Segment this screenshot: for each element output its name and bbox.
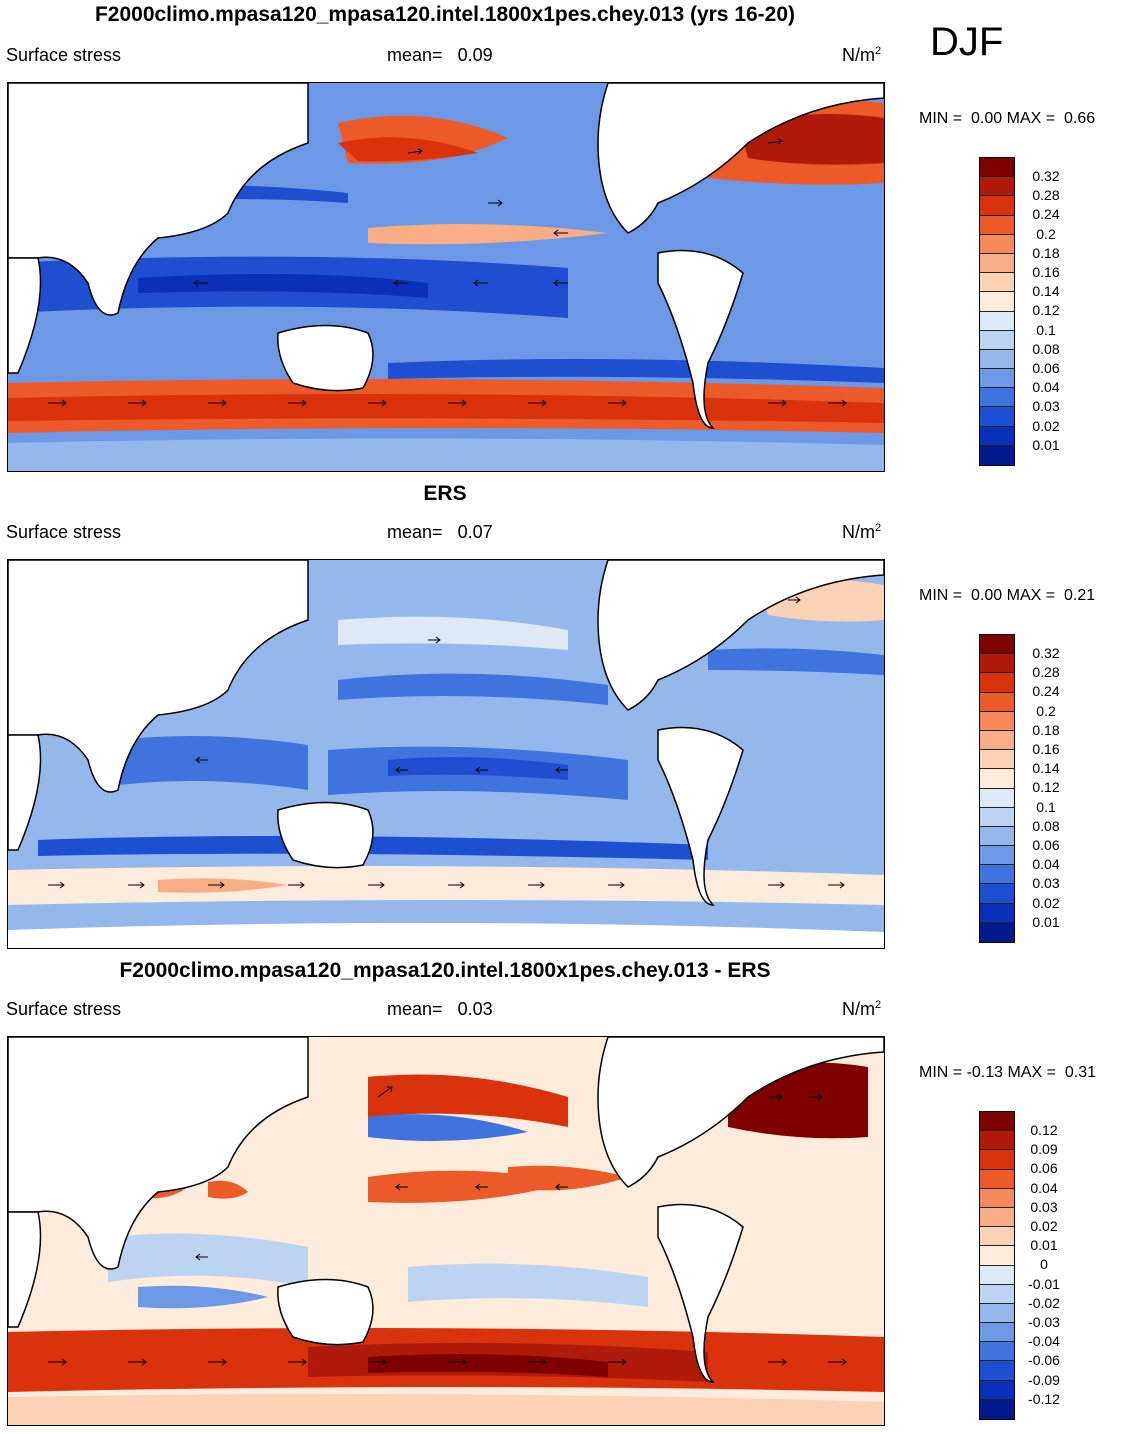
panel2-mean: mean= 0.07 [387,522,493,543]
panel1-title: F2000climo.mpasa120_mpasa120.intel.1800x… [94,3,796,26]
panel1-wind-vectors [48,138,847,407]
panel3-mean: mean= 0.03 [387,999,493,1020]
panel3-mean-label: mean= [387,999,443,1019]
panel2-title: ERS [423,482,467,505]
cbar-label: 0.01 [1030,1237,1058,1254]
panel2-minmax: MIN = 0.00 MAX = 0.21 [919,587,1096,604]
cbar-label: 0.12 [1032,779,1060,796]
cbar-label: 0.32 [1032,168,1060,184]
cbar-label: 0.08 [1032,340,1060,357]
cbar-label: 0.28 [1032,187,1060,204]
panel1-map [7,82,885,472]
panel1-units: N/m2 [842,45,882,65]
cbar-label: 0.06 [1032,837,1060,853]
cbar-label: 0.14 [1032,760,1060,777]
cbar-label: 0.04 [1032,856,1060,873]
season-label: DJF [930,20,1004,64]
panel2-units: N/m2 [842,522,882,542]
cbar-label: -0.06 [1028,1352,1060,1369]
cbar-label: 0.1 [1036,321,1056,338]
panel3-variable: Surface stress [6,999,122,1019]
cbar-label: 0.24 [1032,206,1060,223]
cbar-label: 0.02 [1032,417,1060,434]
panel3-wind-vectors [48,1086,847,1366]
cbar-label: 0.24 [1032,683,1060,700]
panel3-colorbar [979,1111,1015,1420]
cbar-label: 0 [1040,1256,1048,1273]
cbar-label: 0.08 [1032,817,1060,834]
cbar-label: 0.12 [1030,1122,1058,1138]
cbar-label: 0.28 [1032,664,1060,681]
panel3-map [7,1036,885,1426]
cbar-label: -0.01 [1028,1275,1060,1292]
panel3-units: N/m2 [842,999,882,1019]
panel2-mean-label: mean= [387,522,443,542]
cbar-label: -0.12 [1028,1390,1060,1407]
cbar-label: 0.02 [1030,1218,1058,1234]
cbar-label: 0.16 [1032,741,1060,757]
cbar-label: 0.18 [1032,244,1060,261]
cbar-label: 0.04 [1030,1179,1058,1196]
cbar-label: 0.12 [1032,302,1060,319]
panel1-mean-label: mean= [387,45,443,65]
cbar-label: 0.03 [1032,875,1060,892]
cbar-label: 0.32 [1032,645,1060,661]
cbar-label: 0.06 [1032,360,1060,376]
panel3-land [8,1037,884,1383]
cbar-label: 0.2 [1036,225,1056,242]
cbar-label: 0.04 [1032,379,1060,396]
cbar-label: 0.14 [1032,283,1060,300]
cbar-label: 0.01 [1032,913,1060,930]
panel2-land [8,560,884,948]
cbar-label: -0.02 [1028,1294,1060,1311]
panel1-mean: mean= 0.09 [387,45,493,66]
panel3-mean-value: 0.03 [457,999,493,1019]
panel1-minmax: MIN = 0.00 MAX = 0.66 [919,110,1096,127]
panel3-title: F2000climo.mpasa120_mpasa120.intel.1800x… [119,959,771,982]
cbar-label: 0.16 [1032,264,1060,280]
cbar-label: -0.03 [1028,1314,1060,1330]
panel1-mean-value: 0.09 [457,45,493,65]
cbar-label: -0.04 [1028,1333,1060,1350]
panel1-land [8,83,884,429]
panel2-variable: Surface stress [6,522,122,542]
cbar-label: 0.2 [1036,702,1056,719]
cbar-label: 0.06 [1030,1160,1058,1177]
panel2-mean-value: 0.07 [457,522,493,542]
panel2-colorbar [979,634,1015,943]
panel1-colorbar [979,157,1015,466]
panel3-minmax: MIN = -0.13 MAX = 0.31 [919,1064,1096,1081]
panel1-variable: Surface stress [6,45,122,65]
cbar-label: 0.09 [1030,1141,1058,1158]
panel2-map [7,559,885,949]
cbar-label: 0.01 [1032,436,1060,453]
cbar-label: -0.09 [1028,1371,1060,1388]
cbar-label: 0.02 [1032,894,1060,911]
panel2-wind-vectors [48,596,845,889]
cbar-label: 0.18 [1032,721,1060,738]
cbar-label: 0.03 [1030,1198,1058,1215]
cbar-label: 0.03 [1032,398,1060,415]
cbar-label: 0.1 [1036,798,1056,815]
